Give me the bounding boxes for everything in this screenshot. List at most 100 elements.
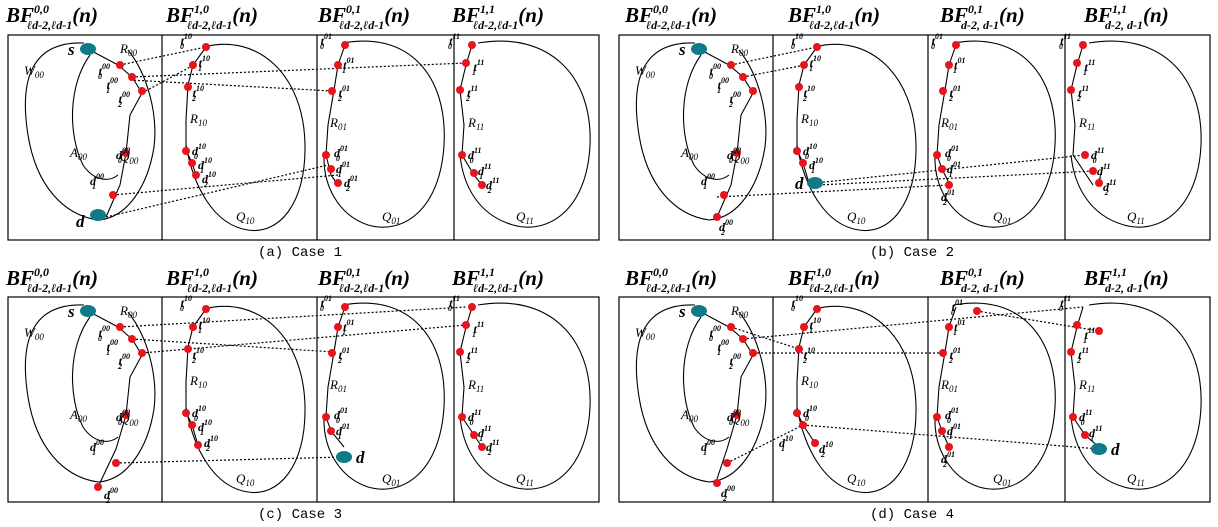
svg-text:A00: A00	[680, 145, 698, 162]
svg-text:BF1,0ℓd-2,ℓd-1(n): BF1,0 ℓd-2,ℓd-1(n)	[787, 2, 880, 32]
svg-text:W00: W00	[24, 63, 44, 80]
svg-text:R10: R10	[800, 373, 818, 390]
svg-text:Q00: Q00	[120, 149, 139, 166]
svg-text:BF1,0ℓd-2,ℓd-1(n): BF1,0 ℓd-2,ℓd-1(n)	[165, 265, 258, 295]
panel-case-4: s d W00 A00 Q00 R00 R10 R01 R11 Q10 Q01 …	[618, 294, 1211, 503]
node-s-d: s	[678, 302, 686, 321]
svg-text:BF1,1ℓd-2,ℓd-1(n): BF1,1 ℓd-2,ℓd-1(n)	[451, 2, 544, 32]
svg-text:R11: R11	[1078, 377, 1095, 394]
svg-text:A00: A00	[680, 407, 698, 424]
label-Q00-sub: 00	[129, 156, 139, 166]
svg-text:BF1,0ℓd-2,ℓd-1(n): BF1,0 ℓd-2,ℓd-1(n)	[165, 2, 258, 32]
svg-text:R00: R00	[730, 303, 748, 320]
svg-text:R01: R01	[329, 115, 347, 132]
svg-text:R01: R01	[940, 115, 958, 132]
svg-text:W00: W00	[635, 325, 655, 342]
svg-text:W00: W00	[635, 63, 655, 80]
label-Q00: Q	[120, 149, 130, 164]
label-R11: R	[467, 115, 476, 130]
label-Q11: Q	[516, 209, 526, 224]
node-s: s	[67, 40, 75, 59]
node-s-b: s	[678, 40, 686, 59]
svg-text:R00: R00	[119, 303, 137, 320]
svg-text:A00: A00	[69, 145, 87, 162]
node-d-c: d	[356, 448, 365, 467]
panel-case-1: s d W00 A00 Q00 R00 R10 R01 R11 Q10 Q01 …	[7, 32, 600, 241]
svg-text:BF0,1d-2, d-1(n): BF0,1 d-2, d-1(n)	[939, 265, 1025, 295]
label-R11-sub: 11	[476, 122, 484, 132]
svg-text:BF0,0ℓd-2,ℓd-1(n): BF0,0 ℓd-2,ℓd-1(n)	[624, 265, 717, 295]
svg-text:A00: A00	[69, 407, 87, 424]
svg-text:BF1,1d-2, d-1(n): BF1,1 d-2, d-1(n)	[1083, 2, 1169, 32]
svg-text:BF0,1ℓd-2,ℓd-1(n): BF0,1 ℓd-2,ℓd-1(n)	[317, 265, 410, 295]
svg-text:Q11: Q11	[516, 471, 534, 488]
node-s-c: s	[67, 302, 75, 321]
label-A-sub: 00	[78, 152, 88, 162]
caption-d: (d) Case 4	[870, 507, 954, 523]
svg-text:Q01: Q01	[382, 471, 400, 488]
svg-text:BF0,1ℓd-2,ℓd-1(n): BF0,1 ℓd-2,ℓd-1(n)	[317, 2, 410, 32]
svg-text:R00: R00	[119, 41, 137, 58]
svg-text:Q01: Q01	[382, 209, 400, 226]
label-Q10: Q	[236, 209, 246, 224]
svg-text:R10: R10	[800, 111, 818, 128]
label-Q01-sub: 01	[391, 216, 400, 226]
svg-text:Q10: Q10	[847, 209, 866, 226]
svg-text:BF0,0ℓd-2,ℓd-1(n): BF0,0 ℓd-2,ℓd-1(n)	[5, 2, 98, 32]
caption-a: (a) Case 1	[258, 245, 342, 261]
panel-case-3: s d W00 A00 Q00 R00 R10 R01 R11 Q10 Q01 …	[7, 294, 600, 505]
svg-text:BF1,1ℓd-2,ℓd-1(n): BF1,1 ℓd-2,ℓd-1(n)	[451, 265, 544, 295]
svg-text:R11: R11	[467, 377, 484, 394]
header-bf11: BF	[451, 3, 480, 27]
header-bf01: BF	[317, 3, 346, 27]
label-R00-sub: 00	[128, 48, 138, 58]
node-d: d	[76, 212, 85, 231]
label-W: W	[24, 63, 36, 78]
caption-c: (c) Case 3	[258, 507, 342, 523]
svg-text:R01: R01	[329, 377, 347, 394]
svg-text:Q10: Q10	[236, 471, 255, 488]
